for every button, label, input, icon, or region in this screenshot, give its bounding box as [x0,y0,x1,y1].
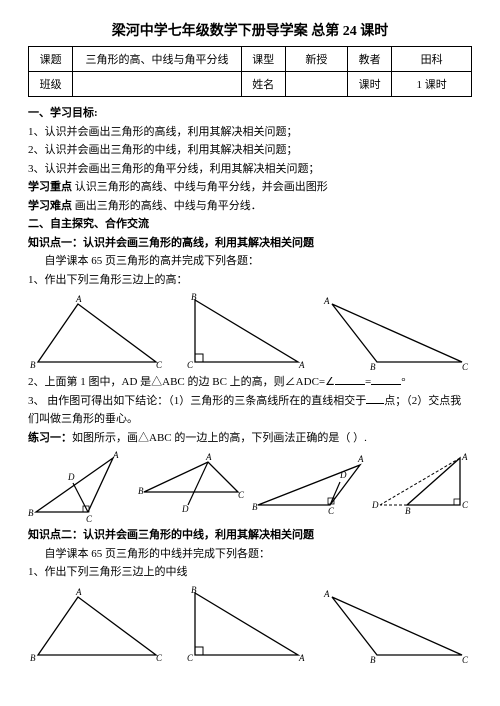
vertex-label: A [323,296,330,306]
q3-text-b: 点；（2）交点我 [384,395,461,407]
option-row: A B C D B A C D B A C D A [28,450,472,525]
vertex-label: A [357,454,364,464]
vertex-label: B [28,508,34,518]
vertex-label: C [462,500,469,510]
cell-name-label: 姓名 [241,72,285,97]
triangle-row-1: A B C B C A A B C [28,292,472,372]
triangle-acute: A B C [28,585,168,665]
k2-q1: 1、作出下列三角形三边上的中线 [28,564,472,581]
section2-header: 二、自主探究、合作交流 [28,216,472,233]
info-table: 课题 三角形的高、中线与角平分线 课型 新授 教者 田科 班级 姓名 课时 1 … [28,46,472,97]
vertex-label: B [191,585,197,595]
triangle-obtuse: A B C [322,292,472,372]
vertex-label: C [462,655,469,665]
cell-period-label: 课时 [347,72,391,97]
vertex-label: A [461,452,468,462]
vertex-label: C [238,490,245,500]
table-row: 课题 三角形的高、中线与角平分线 课型 新授 教者 田科 [29,47,472,72]
focus-text: 认识三角形的高线、中线与角平分线，并会画出图形 [72,181,328,193]
vertex-label: C [156,653,163,663]
cell-class-value [73,72,241,97]
triangle-right: B C A [183,292,308,372]
cell-topic-value: 三角形的高、中线与角平分线 [73,47,241,72]
cell-type-value: 新授 [285,47,347,72]
q2-line: 2、上面第 1 图中，AD 是△ABC 的边 BC 上的高，则∠ADC=∠=° [28,374,472,391]
triangle-row-2: A B C B C A A B C [28,585,472,665]
vertex-label: C [187,360,194,370]
cell-topic-label: 课题 [29,47,73,72]
vertex-label: A [75,294,82,304]
option-triangle: B A C D [252,450,367,520]
vertex-label: A [298,360,305,370]
table-row: 班级 姓名 课时 1 课时 [29,72,472,97]
vertex-label: B [191,292,197,302]
goal-item: 1、认识并会画出三角形的高线，利用其解决相关问题； [28,124,472,141]
cell-type-label: 课型 [241,47,285,72]
option-triangle: A B C D [28,450,133,525]
triangle-obtuse: A B C [322,585,472,665]
practice1-text: 如图所示，画△ABC 的一边上的高，下列画法正确的是（ ）. [72,432,367,444]
cell-teacher-value: 田科 [392,47,472,72]
focus-row: 学习重点 认识三角形的高线、中线与角平分线，并会画出图形 [28,179,472,196]
cell-name-value [285,72,347,97]
vertex-label: B [405,506,411,516]
goals-header: 一、学习目标: [28,105,472,122]
vertex-label: B [30,360,36,370]
vertex-label: B [30,653,36,663]
option-triangle: B A C D [138,450,248,520]
k2-sub: 自学课本 65 页三角形的中线并完成下列各题： [28,546,472,563]
k2-title: 知识点二：认识并会画三角形的中线，利用其解决相关问题 [28,527,472,544]
goal-item: 3、认识并会画出三角形的角平分线，利用其解决相关问题； [28,161,472,178]
option-triangle: A C B D [372,450,472,525]
vertex-label: B [370,655,376,665]
vertex-label: D [181,504,189,514]
vertex-label: A [323,589,330,599]
k1-q1: 1、作出下列三角形三边上的高： [28,272,472,289]
difficulty-text: 画出三角形的高线、中线与角平分线． [72,200,262,212]
vertex-label: A [205,452,212,462]
k1-title: 知识点一：认识并会画三角形的高线，利用其解决相关问题 [28,235,472,252]
focus-label: 学习重点 [28,181,72,193]
cell-period-value: 1 课时 [392,72,472,97]
fill-blank[interactable] [366,393,384,404]
triangle-right: B C A [183,585,308,665]
vertex-label: A [298,653,305,663]
practice1-line: 练习一：如图所示，画△ABC 的一边上的高，下列画法正确的是（ ）. [28,430,472,447]
q2-text: 2、上面第 1 图中，AD 是△ABC 的边 BC 上的高，则∠ADC=∠ [28,376,335,388]
k1-sub: 自学课本 65 页三角形的高并完成下列各题： [28,253,472,270]
cell-class-label: 班级 [29,72,73,97]
q3-line1: 3、 由作图可得出如下结论：（1）三角形的三条高线所在的直线相交于 点；（2）交点… [28,393,472,410]
fill-blank[interactable] [335,374,365,385]
page-title: 梁河中学七年级数学下册导学案 总第 24 课时 [28,20,472,40]
fill-blank[interactable] [371,374,401,385]
vertex-label: A [75,587,82,597]
triangle-acute: A B C [28,292,168,372]
difficulty-row: 学习难点 画出三角形的高线、中线与角平分线． [28,198,472,215]
difficulty-label: 学习难点 [28,200,72,212]
vertex-label: C [462,362,469,372]
vertex-label: A [112,450,119,460]
cell-teacher-label: 教者 [347,47,391,72]
vertex-label: C [187,653,194,663]
vertex-label: C [328,506,335,516]
goal-item: 2、认识并会画出三角形的中线，利用其解决相关问题； [28,142,472,159]
vertex-label: C [86,514,93,524]
practice1-label: 练习一： [28,432,72,444]
vertex-label: B [370,362,376,372]
q3-text: 3、 由作图可得出如下结论：（1）三角形的三条高线所在的直线相交于 [28,395,366,407]
vertex-label: D [339,470,347,480]
vertex-label: C [156,360,163,370]
q3-line2: 们叫做三角形的垂心。 [28,411,472,428]
vertex-label: D [372,500,379,510]
vertex-label: B [252,502,258,512]
q2-degree: ° [401,376,405,388]
vertex-label: B [138,486,144,496]
vertex-label: D [67,472,75,482]
